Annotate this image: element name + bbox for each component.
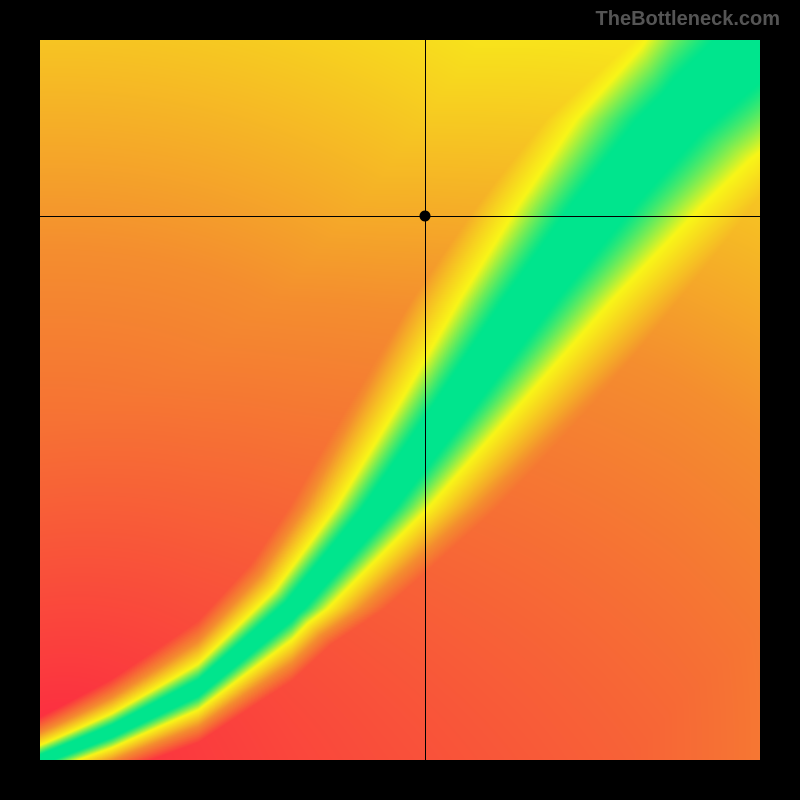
watermark: TheBottleneck.com bbox=[596, 8, 780, 31]
crosshair-vertical bbox=[425, 40, 426, 760]
heatmap-canvas bbox=[40, 40, 760, 760]
crosshair-marker bbox=[420, 211, 431, 222]
heatmap-plot bbox=[40, 40, 760, 760]
crosshair-horizontal bbox=[40, 216, 760, 217]
